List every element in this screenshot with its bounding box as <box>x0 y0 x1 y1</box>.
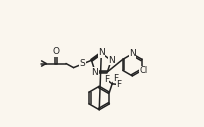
Text: N: N <box>98 48 105 57</box>
Text: N: N <box>129 49 136 58</box>
Text: F: F <box>116 80 122 89</box>
Text: N: N <box>108 56 115 65</box>
Text: S: S <box>80 59 85 68</box>
Text: F: F <box>113 74 119 83</box>
Text: N: N <box>92 68 98 77</box>
Text: F: F <box>104 75 109 84</box>
Text: O: O <box>53 47 60 56</box>
Text: Cl: Cl <box>140 66 148 75</box>
